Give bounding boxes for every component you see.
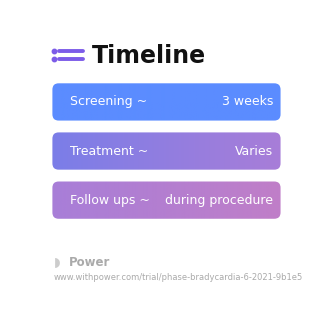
- Text: Treatment ~: Treatment ~: [70, 145, 148, 158]
- Text: Follow ups ~: Follow ups ~: [70, 194, 150, 207]
- Text: during procedure: during procedure: [165, 194, 273, 207]
- Text: Power: Power: [68, 256, 110, 268]
- FancyBboxPatch shape: [52, 181, 281, 219]
- Text: Timeline: Timeline: [92, 43, 206, 68]
- Text: 3 weeks: 3 weeks: [222, 95, 273, 109]
- Text: ◗: ◗: [54, 256, 60, 268]
- Text: Varies: Varies: [235, 145, 273, 158]
- Text: Screening ~: Screening ~: [70, 95, 147, 109]
- FancyBboxPatch shape: [52, 83, 281, 121]
- FancyBboxPatch shape: [52, 132, 281, 170]
- Text: www.withpower.com/trial/phase-bradycardia-6-2021-9b1e5: www.withpower.com/trial/phase-bradycardi…: [54, 273, 303, 282]
